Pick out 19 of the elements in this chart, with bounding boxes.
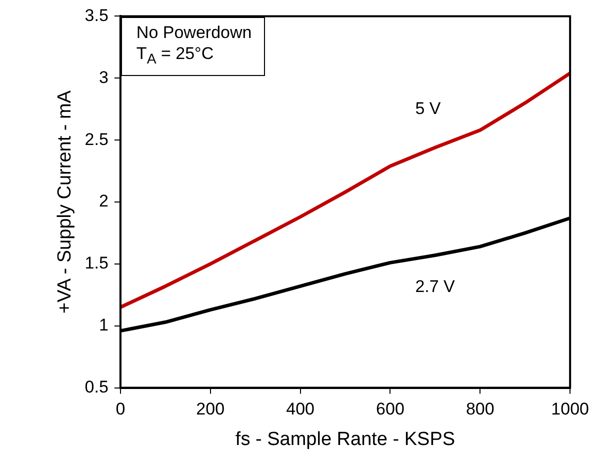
annotation: No Powerdown: [136, 22, 252, 44]
series-label: 5 V: [415, 99, 442, 118]
x-tick-label: 600: [376, 400, 404, 419]
y-tick-label: 2.5: [84, 130, 108, 149]
annotation: T$_{A}$ = 25°C: [136, 43, 215, 70]
y-tick-label: 3: [98, 68, 108, 87]
y-tick-label: 1.5: [84, 254, 108, 273]
x-axis-title: fs - Sample Rante - KSPS: [235, 428, 456, 450]
x-tick-label: 800: [466, 400, 494, 419]
y-tick-label: 2: [98, 192, 108, 211]
y-tick-label: 0.5: [84, 377, 108, 396]
x-tick-label: 200: [196, 400, 225, 419]
y-tick-label: 1: [98, 316, 108, 335]
x-tick-label: 0: [116, 400, 126, 419]
x-tick-label: 400: [286, 400, 314, 419]
series-label: 2.7 V: [415, 276, 456, 296]
y-axis-title: +VA - Supply Current - mA: [54, 90, 76, 314]
y-tick-label: 3.5: [84, 6, 108, 25]
x-tick-label: 1000: [551, 400, 590, 419]
